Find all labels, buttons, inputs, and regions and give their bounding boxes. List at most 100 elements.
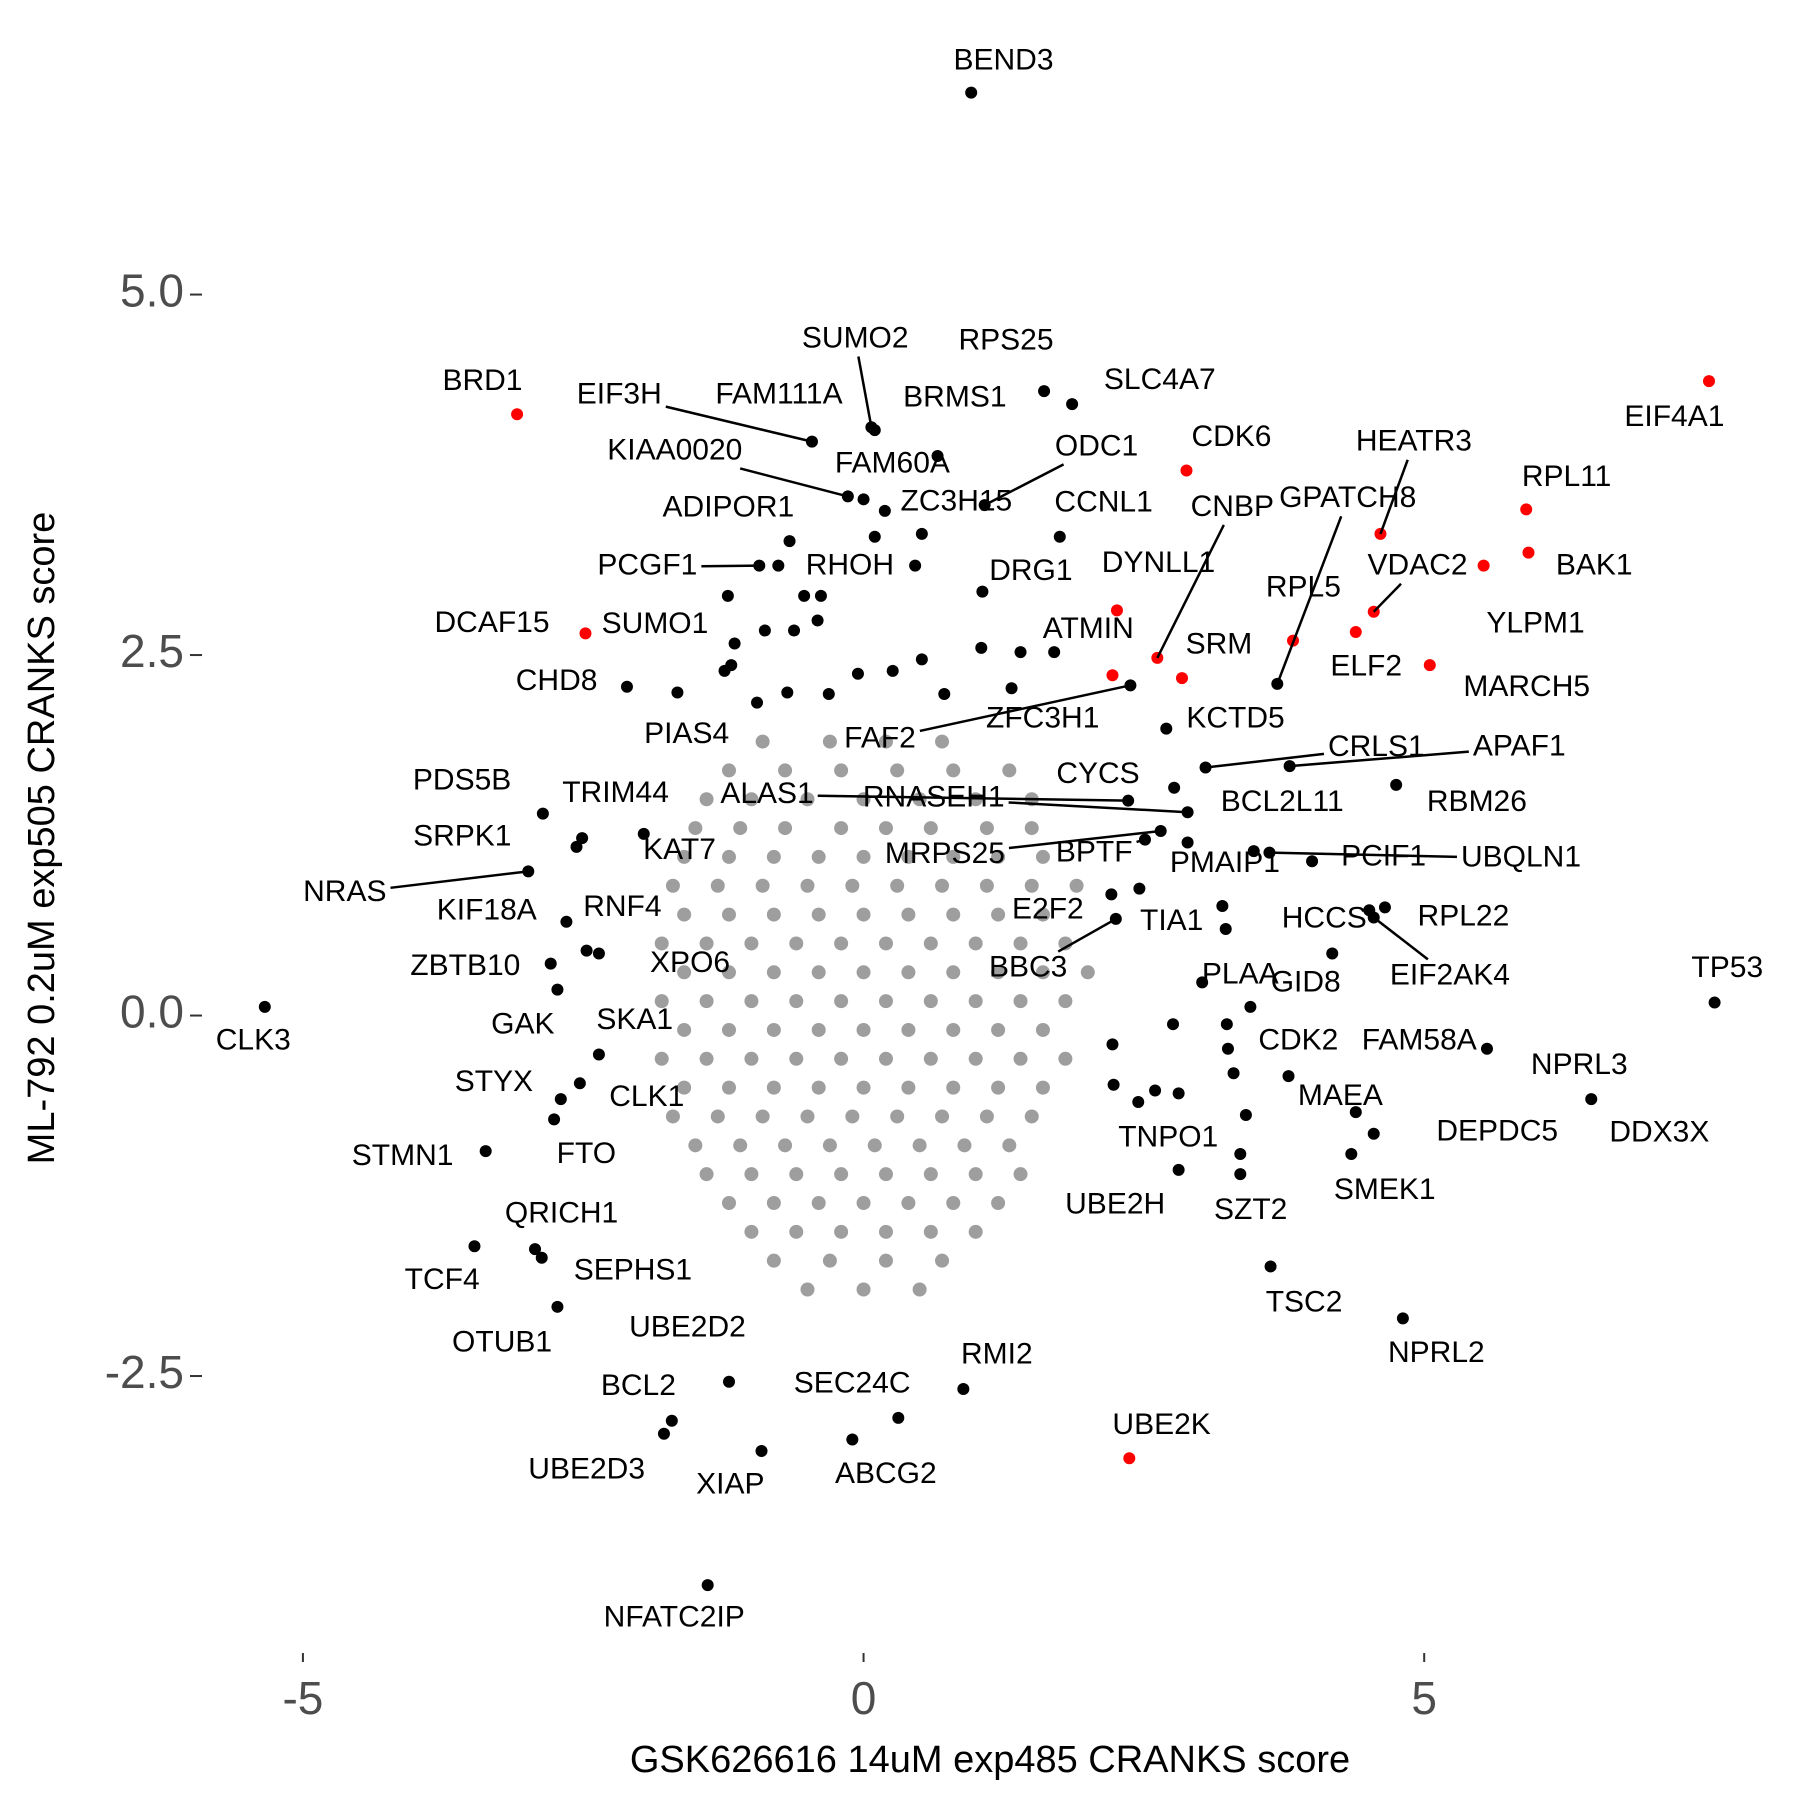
point: [1282, 1070, 1295, 1083]
point: [856, 1282, 871, 1297]
point: [1013, 994, 1028, 1009]
point-label: FAM60A: [835, 447, 950, 480]
point: [722, 763, 736, 778]
point-label: RPS25: [958, 323, 1053, 356]
leader-line: [857, 356, 873, 428]
point: [536, 807, 549, 820]
point: [912, 1282, 927, 1297]
point: [834, 1051, 849, 1066]
point-label: ZC3H15: [901, 485, 1013, 518]
leader-line: [1057, 917, 1117, 953]
y-tick-label: 5.0: [120, 265, 184, 317]
point: [766, 1195, 781, 1210]
point: [1035, 907, 1050, 922]
point: [1702, 375, 1715, 388]
point: [1196, 976, 1209, 989]
point: [1058, 936, 1073, 951]
point: [1035, 849, 1050, 864]
point: [733, 1138, 748, 1153]
point: [968, 1167, 983, 1182]
point: [1035, 1080, 1050, 1095]
point-label: UBE2H: [1065, 1188, 1165, 1221]
point: [923, 821, 938, 836]
point: [766, 849, 781, 864]
leader-line: [665, 405, 813, 443]
x-axis-title: GSK626616 14uM exp485 CRANKS score: [630, 1739, 1350, 1781]
point: [699, 936, 714, 951]
point: [1172, 1087, 1185, 1100]
leader-line: [1276, 515, 1343, 685]
point: [811, 1080, 826, 1095]
point: [1105, 888, 1118, 901]
point: [1349, 625, 1362, 638]
point-label: RPL22: [1418, 900, 1510, 933]
point: [1024, 878, 1039, 893]
point: [901, 1080, 916, 1095]
point: [592, 947, 605, 960]
point: [1013, 936, 1028, 951]
point-label: PIAS4: [644, 717, 729, 750]
point: [789, 994, 804, 1009]
point: [946, 763, 961, 778]
point: [755, 734, 770, 749]
leader-line: [1269, 851, 1457, 859]
leader-line: [701, 564, 760, 568]
point-label: MARCH5: [1463, 670, 1590, 703]
point: [946, 965, 961, 980]
x-tick-label: 5: [1411, 1672, 1437, 1724]
point-label: RBM26: [1427, 785, 1527, 818]
point: [811, 1022, 826, 1037]
point-label: UBQLN1: [1461, 840, 1581, 873]
point: [718, 664, 731, 677]
point: [901, 1195, 916, 1210]
point-label: FAF2: [844, 721, 916, 754]
point: [722, 907, 736, 922]
point: [811, 907, 826, 922]
point: [915, 653, 928, 666]
point-label: CCNL1: [1054, 485, 1152, 518]
point: [1216, 899, 1229, 912]
point: [722, 849, 736, 864]
point-label: ODC1: [1055, 429, 1138, 462]
point: [834, 1167, 849, 1182]
point: [755, 1109, 770, 1124]
leader-line: [1008, 829, 1161, 850]
point: [665, 1109, 680, 1124]
point-label: BCL2L11: [1221, 785, 1344, 818]
point: [1160, 722, 1173, 735]
point: [991, 1080, 1006, 1095]
point-label: BRMS1: [903, 380, 1006, 413]
point: [1123, 1452, 1136, 1465]
point: [1002, 763, 1017, 778]
point: [620, 680, 633, 693]
point: [1175, 672, 1188, 685]
point: [1066, 398, 1079, 411]
point: [654, 994, 669, 1009]
point-label: STMN1: [352, 1139, 454, 1172]
leader-line: [1205, 752, 1325, 769]
point: [665, 1414, 678, 1427]
point: [688, 1138, 703, 1153]
point: [976, 585, 989, 598]
point: [1378, 901, 1391, 914]
leader-line: [1008, 801, 1188, 814]
point: [758, 624, 771, 637]
point-label: KCTD5: [1186, 701, 1284, 734]
point: [1024, 821, 1039, 836]
point: [834, 1224, 849, 1239]
point: [878, 1167, 893, 1182]
point-label: RNASEH1: [863, 780, 1005, 813]
point-label: NPRL3: [1531, 1048, 1628, 1081]
point-label: DRG1: [989, 554, 1072, 587]
leader-line: [1372, 582, 1402, 613]
point-label: ALAS1: [720, 777, 813, 810]
point: [783, 535, 796, 548]
point: [1013, 1051, 1028, 1066]
point: [851, 667, 864, 680]
point: [798, 589, 811, 602]
point: [789, 1051, 804, 1066]
point: [800, 1109, 815, 1124]
point-label: ABCG2: [835, 1457, 937, 1490]
point: [938, 687, 951, 700]
